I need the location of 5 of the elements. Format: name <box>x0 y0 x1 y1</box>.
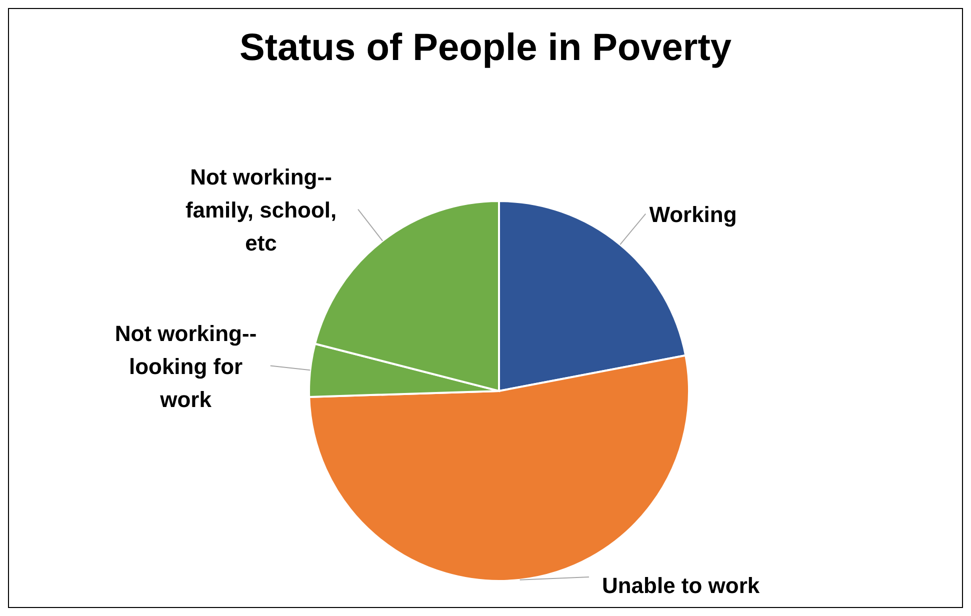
slice-label: Not working--family, school, etc <box>185 164 337 255</box>
slice-label: Working <box>649 201 737 226</box>
slice-label: Not working--looking for work <box>114 320 257 412</box>
slice-label: Unable to work <box>602 572 760 598</box>
chart-title: Status of People in Poverty <box>238 27 732 70</box>
